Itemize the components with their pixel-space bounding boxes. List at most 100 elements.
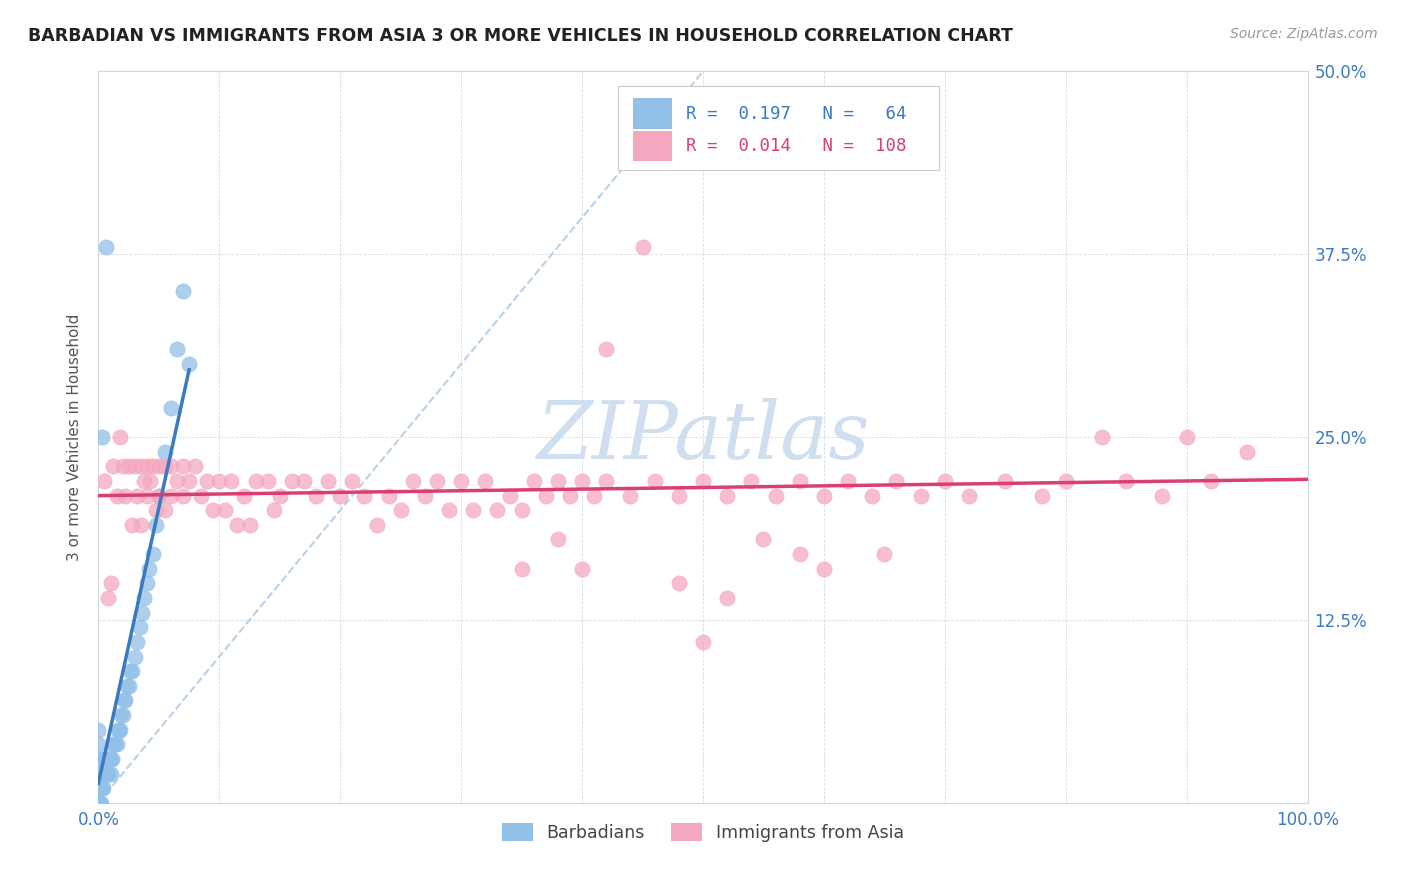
Point xyxy=(214,503,236,517)
Y-axis label: 3 or more Vehicles in Household: 3 or more Vehicles in Household xyxy=(67,313,83,561)
Point xyxy=(413,489,436,503)
Point xyxy=(510,503,533,517)
Point xyxy=(101,737,124,751)
Point xyxy=(118,664,141,678)
Point xyxy=(281,474,304,488)
Point xyxy=(172,489,194,503)
Point xyxy=(112,693,135,707)
Point xyxy=(523,474,546,488)
Point xyxy=(849,152,872,166)
Point xyxy=(104,737,127,751)
Point xyxy=(583,489,606,503)
Point xyxy=(87,766,110,780)
Point xyxy=(498,489,520,503)
Point xyxy=(172,284,194,298)
Point xyxy=(1199,474,1222,488)
Point xyxy=(114,693,136,707)
Point xyxy=(232,489,254,503)
Point xyxy=(129,459,152,474)
Point xyxy=(619,489,641,503)
Point xyxy=(91,430,114,444)
Legend: Barbadians, Immigrants from Asia: Barbadians, Immigrants from Asia xyxy=(495,816,911,849)
Point xyxy=(110,708,132,723)
Point xyxy=(994,474,1017,488)
Point xyxy=(510,562,533,576)
Point xyxy=(117,679,139,693)
Point xyxy=(1152,489,1174,503)
Point xyxy=(148,489,170,503)
Point xyxy=(221,474,243,488)
Point xyxy=(668,576,690,591)
Point xyxy=(208,474,231,488)
Point xyxy=(263,503,285,517)
Point xyxy=(131,606,153,620)
Point xyxy=(644,474,666,488)
FancyBboxPatch shape xyxy=(633,98,672,129)
Text: R =  0.014   N =  108: R = 0.014 N = 108 xyxy=(686,137,907,155)
Point xyxy=(89,781,111,796)
Point xyxy=(97,766,120,780)
Point xyxy=(135,576,157,591)
FancyBboxPatch shape xyxy=(619,86,939,170)
Point xyxy=(860,489,883,503)
Point xyxy=(595,343,617,357)
Point xyxy=(256,474,278,488)
Point xyxy=(94,240,117,254)
Point xyxy=(166,474,188,488)
Point xyxy=(813,489,835,503)
Point xyxy=(121,664,143,678)
Point xyxy=(631,240,654,254)
Point xyxy=(377,489,399,503)
Point xyxy=(179,474,201,488)
Point xyxy=(450,474,472,488)
Point xyxy=(93,752,115,766)
Point xyxy=(1236,444,1258,458)
Point xyxy=(153,503,176,517)
Point xyxy=(134,591,156,605)
Point xyxy=(402,474,425,488)
Point xyxy=(245,474,267,488)
Point xyxy=(353,489,375,503)
Text: ZIPatlas: ZIPatlas xyxy=(536,399,870,475)
Point xyxy=(153,459,176,474)
Point xyxy=(142,459,165,474)
Point xyxy=(138,562,160,576)
Point xyxy=(100,752,122,766)
Point xyxy=(128,620,150,634)
Point xyxy=(463,503,485,517)
Point xyxy=(148,459,170,474)
Point xyxy=(179,357,201,371)
Point xyxy=(118,679,141,693)
Point xyxy=(105,737,128,751)
Text: R =  0.197   N =   64: R = 0.197 N = 64 xyxy=(686,104,907,123)
Point xyxy=(292,474,315,488)
Point xyxy=(166,343,188,357)
Point xyxy=(87,752,110,766)
Point xyxy=(148,489,170,503)
Point xyxy=(571,562,593,576)
Point xyxy=(124,459,146,474)
Point xyxy=(716,591,738,605)
Point xyxy=(316,474,339,488)
Point xyxy=(100,752,122,766)
Point xyxy=(716,489,738,503)
Point xyxy=(342,474,364,488)
Point xyxy=(87,781,110,796)
Point xyxy=(1031,489,1053,503)
Point xyxy=(184,459,207,474)
Point xyxy=(269,489,291,503)
Point xyxy=(692,474,714,488)
Point xyxy=(121,517,143,532)
Point xyxy=(1054,474,1077,488)
Point xyxy=(98,752,121,766)
Point xyxy=(765,489,787,503)
Point xyxy=(108,723,131,737)
Point xyxy=(124,649,146,664)
Point xyxy=(534,489,557,503)
Point xyxy=(96,766,118,780)
FancyBboxPatch shape xyxy=(633,130,672,161)
Point xyxy=(1115,474,1137,488)
Point xyxy=(89,796,111,810)
Point xyxy=(305,489,328,503)
Point xyxy=(668,489,690,503)
